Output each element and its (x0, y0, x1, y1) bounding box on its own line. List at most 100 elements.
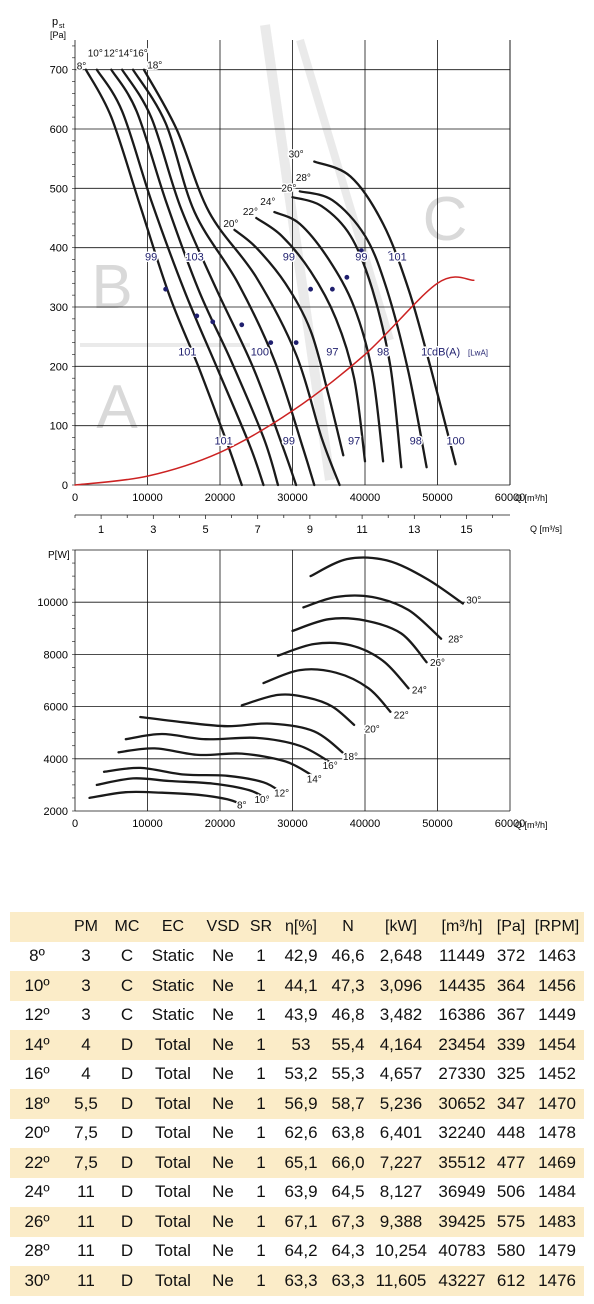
table-cell: 10º (10, 971, 64, 1001)
table-cell: Total (146, 1236, 200, 1266)
table-cell: 5,236 (370, 1089, 432, 1119)
table-row: 10º 3 C Static Ne 1 44,1 47,3 3,096 14435 364 1456 (10, 971, 584, 1001)
noise-unit-label: dB(A) (432, 347, 460, 359)
table-row: 18º 5,5 D Total Ne 1 56,9 58,7 5,236 30652 347 1470 (10, 1089, 584, 1119)
table-cell: 11 (64, 1236, 108, 1266)
table-cell: 42,9 (276, 941, 326, 971)
operating-point-dot (239, 322, 245, 328)
table-cell: 55,4 (326, 1030, 370, 1060)
power-chart: 2000 4000 6000 8000 10000 0 10000 20000 30000 400… (37, 549, 548, 830)
noise-level-label: 99 (145, 252, 157, 264)
power-curve (124, 732, 330, 763)
x-tick-label: 60000 (495, 492, 526, 504)
table-cell: 4,657 (370, 1059, 432, 1089)
table-cell: 1 (246, 1236, 276, 1266)
y-tick-label: 10000 (37, 597, 68, 609)
operating-point-dot (344, 274, 350, 280)
blade-angle-label: 8° (77, 62, 87, 73)
table-cell: 9,388 (370, 1207, 432, 1237)
column-header: [m³/h] (432, 912, 492, 942)
blade-angle-label: 8° (237, 800, 247, 811)
table-cell: 1469 (530, 1148, 584, 1178)
table-cell: 1479 (530, 1236, 584, 1266)
table-cell: Total (146, 1118, 200, 1148)
table-cell: 448 (492, 1118, 530, 1148)
table-cell: 43227 (432, 1266, 492, 1296)
noise-unit-sub-label: [LwA] (468, 349, 488, 358)
table-cell: 26º (10, 1207, 64, 1237)
column-header: [RPM] (530, 912, 584, 942)
blade-angle-label: 22° (243, 207, 258, 218)
table-cell: 1 (246, 971, 276, 1001)
blade-angle-label: 28° (448, 635, 463, 646)
table-cell: Total (146, 1089, 200, 1119)
table-cell: Ne (200, 1030, 246, 1060)
table-cell: 63,9 (276, 1177, 326, 1207)
table-cell: 1 (246, 1000, 276, 1030)
blade-angle-label: 20° (223, 219, 238, 230)
table-cell: 1452 (530, 1059, 584, 1089)
x-tick-label: 50000 (422, 492, 453, 504)
operating-point-dot (194, 313, 200, 319)
table-cell: Ne (200, 1177, 246, 1207)
secondary-x-tick-label: 1 (98, 524, 104, 536)
table-cell: 506 (492, 1177, 530, 1207)
y-axis-unit: [Pa] (50, 30, 66, 40)
x-tick-label: 30000 (277, 492, 308, 504)
blade-angle-label: 22° (394, 710, 409, 721)
x-axis-label: Q [m³/h] (515, 820, 548, 830)
table-cell: 1 (246, 1148, 276, 1178)
table-row: 20º 7,5 D Total Ne 1 62,6 63,8 6,401 32240 448 1478 (10, 1118, 584, 1148)
table-cell: D (108, 1030, 146, 1060)
table-cell: 32240 (432, 1118, 492, 1148)
table-cell: 3 (64, 941, 108, 971)
x-tick-label: 60000 (495, 818, 526, 830)
table-cell: 367 (492, 1000, 530, 1030)
table-cell: 64,2 (276, 1236, 326, 1266)
x-tick-label: 50000 (422, 818, 453, 830)
table-cell: 20º (10, 1118, 64, 1148)
x-tick-label: 30000 (277, 818, 308, 830)
table-cell: 63,3 (326, 1266, 370, 1296)
noise-level-label: 100 (251, 347, 269, 359)
table-cell: 1449 (530, 1000, 584, 1030)
table-cell: Total (146, 1148, 200, 1178)
table-cell: D (108, 1148, 146, 1178)
table-cell: 372 (492, 941, 530, 971)
watermark-letter: C (423, 185, 468, 254)
pressure-curve (84, 68, 243, 487)
operating-point-dot (329, 286, 335, 292)
power-curve (302, 594, 443, 640)
blade-angle-label: 18° (343, 752, 358, 763)
table-cell: 14º (10, 1030, 64, 1060)
table-cell: Ne (200, 1059, 246, 1089)
table-cell: 1 (246, 1266, 276, 1296)
table-cell: 56,9 (276, 1089, 326, 1119)
secondary-x-tick-label: 15 (460, 524, 472, 536)
table-row: 12º 3 C Static Ne 1 43,9 46,8 3,482 16386 367 1449 (10, 1000, 584, 1030)
x-tick-label: 20000 (205, 818, 236, 830)
table-cell: Ne (200, 1148, 246, 1178)
operating-point-dot (358, 248, 364, 254)
blade-angle-label: 20° (365, 725, 380, 736)
table-cell: D (108, 1118, 146, 1148)
blade-angle-label: 30° (289, 149, 304, 160)
table-cell: 58,7 (326, 1089, 370, 1119)
table-cell: 62,6 (276, 1118, 326, 1148)
column-header: EC (146, 912, 200, 942)
table-cell: Static (146, 1000, 200, 1030)
noise-level-label: 98 (410, 436, 422, 448)
x-tick-label: 20000 (205, 492, 236, 504)
table-cell: Ne (200, 1089, 246, 1119)
operating-point-dot (293, 340, 299, 345)
table-cell: 11 (64, 1207, 108, 1237)
table-cell: 65,1 (276, 1148, 326, 1178)
pressure-chart: AB C 0 100 200 300 400 500 600 700 0 10000 20000 3000… (50, 16, 562, 536)
table-cell: 1476 (530, 1266, 584, 1296)
noise-level-label: 97 (348, 436, 360, 448)
power-curve (262, 668, 392, 713)
table-cell: 8º (10, 941, 64, 971)
table-cell: Ne (200, 1000, 246, 1030)
table-cell: 11,605 (370, 1266, 432, 1296)
table-cell: 7,5 (64, 1148, 108, 1178)
